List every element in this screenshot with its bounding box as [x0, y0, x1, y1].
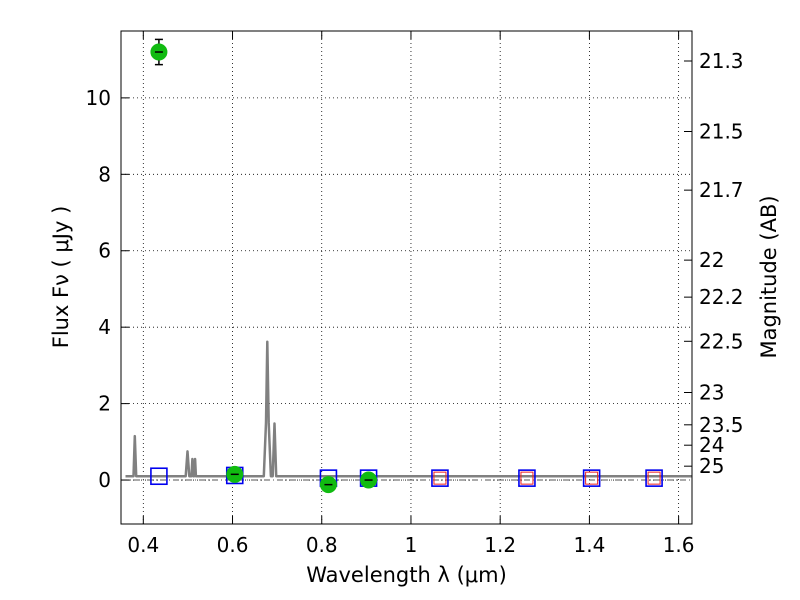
tick-labels: 0.4 0.6 0.8 1 1.2 1.4 1.6024681021.321.521.722…: [86, 49, 744, 557]
x-tick-label: 1.2: [484, 533, 516, 557]
mag-tick-label: 22: [699, 248, 724, 272]
model-box-marker: [431, 469, 449, 487]
model-box-marker: [645, 469, 663, 487]
upper-limit-box-marker: [647, 471, 661, 485]
x-tick-label: 0.4: [127, 533, 159, 557]
y-tick-label: 2: [98, 392, 111, 416]
x-axis-label: Wavelength λ (μm): [306, 563, 507, 587]
model-box-marker: [518, 469, 536, 487]
x-tick-label: 1: [405, 533, 418, 557]
mag-tick-label: 22.2: [699, 285, 744, 309]
y2-axis-label: Magnitude (AB): [757, 195, 781, 358]
mag-tick-label: 25: [699, 454, 724, 478]
mag-tick-label: 21.5: [699, 120, 744, 144]
y-tick-label: 4: [98, 315, 111, 339]
mag-tick-label: 23: [699, 381, 724, 405]
model-box-marker: [150, 467, 168, 486]
mag-tick-label: 21.7: [699, 178, 744, 202]
x-tick-label: 0.8: [306, 533, 338, 557]
mag-tick-label: 24: [699, 433, 724, 457]
upper-limit-box-marker: [520, 471, 534, 485]
upper-limit-box-marker: [433, 471, 447, 485]
grid-lines: [121, 31, 692, 524]
plot-frame: [120, 30, 693, 525]
model-box-marker: [582, 469, 601, 487]
upper-limit-box-marker: [585, 471, 599, 485]
mag-tick-label: 23.5: [699, 413, 744, 437]
y-tick-label: 6: [98, 239, 111, 263]
x-tick-label: 1.4: [573, 533, 605, 557]
x-tick-label: 0.6: [217, 533, 249, 557]
model-spectrum-line: [125, 340, 692, 478]
y-tick-label: 10: [86, 86, 111, 110]
y-tick-label: 0: [98, 468, 111, 492]
x-tick-label: 1.6: [663, 533, 695, 557]
data-marks: [150, 38, 663, 494]
y-tick-label: 8: [98, 162, 111, 186]
axis-ticks: [121, 31, 692, 524]
y-axis-label: Flux Fν ( μJy ): [49, 206, 73, 349]
mag-tick-label: 21.3: [699, 49, 744, 73]
mag-tick-label: 22.5: [699, 329, 744, 353]
